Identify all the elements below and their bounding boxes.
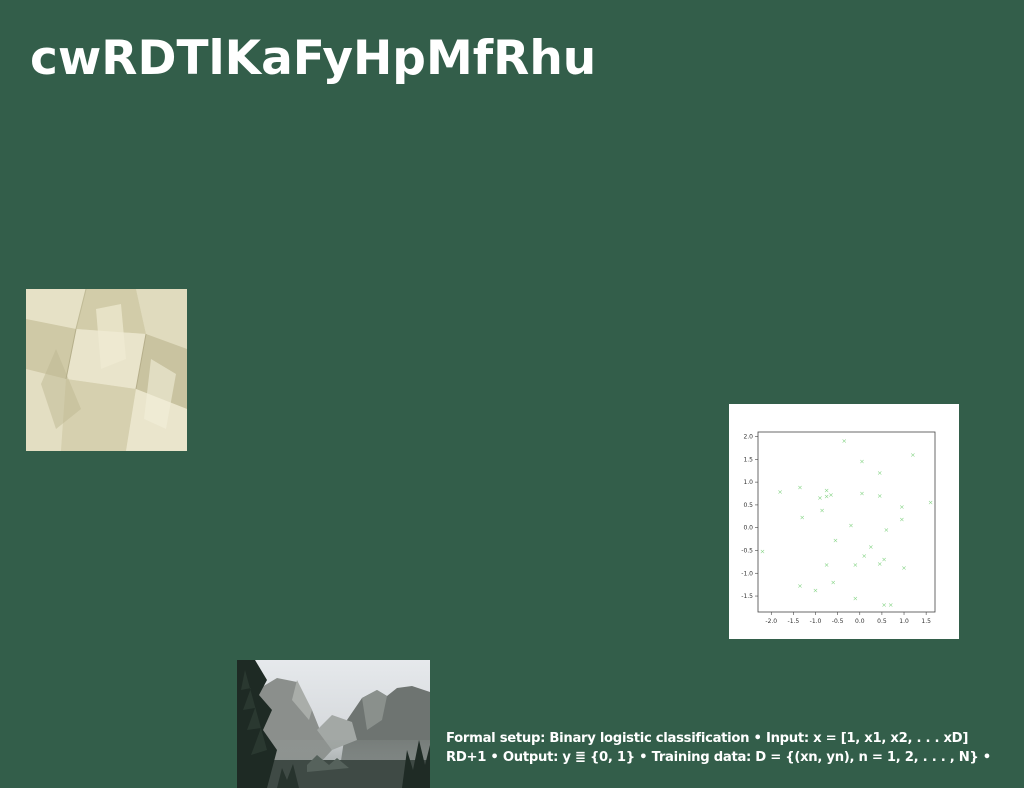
scatter-point: × <box>797 484 802 492</box>
x-tick-label: 0.5 <box>877 618 887 625</box>
y-tick-label: 2.0 <box>743 434 753 441</box>
scatter-point: × <box>881 556 886 564</box>
scatter-point: × <box>910 451 915 459</box>
y-tick-label: 1.0 <box>743 479 753 486</box>
scatter-point: × <box>813 587 818 595</box>
scatter-point: × <box>877 469 882 477</box>
y-tick-label: 0.0 <box>743 525 753 532</box>
plot-frame <box>757 431 936 613</box>
scatter-point: × <box>830 578 835 586</box>
scatter-plot: -2.0 -1.5 -1.0 -0.5 0.0 0.5 1.0 1.5 2.0 1.5 1.0 0.5… <box>741 431 936 625</box>
scatter-point: × <box>853 594 858 602</box>
scatter-point: × <box>800 514 805 522</box>
scatter-point: × <box>859 458 864 466</box>
valley-landscape-photo <box>237 660 430 788</box>
scatter-point: × <box>824 561 829 569</box>
scatter-point: × <box>901 564 906 572</box>
scatter-point: × <box>888 601 893 609</box>
x-tick-label: -0.5 <box>832 618 844 625</box>
y-tick-label: 1.5 <box>743 456 753 463</box>
x-tick-label: 1.5 <box>921 618 931 625</box>
x-tick-label: -1.5 <box>788 618 800 625</box>
scatter-point: × <box>877 492 882 500</box>
scatter-point: × <box>853 561 858 569</box>
folded-paper-image <box>26 289 187 451</box>
scatter-point: × <box>899 515 904 523</box>
scatter-point: × <box>928 499 933 507</box>
scatter-point: × <box>797 582 802 590</box>
scatter-point: × <box>848 521 853 529</box>
scatter-point: × <box>884 526 889 534</box>
scatter-point: × <box>833 536 838 544</box>
scatter-point: × <box>828 491 833 499</box>
scatter-point: × <box>868 543 873 551</box>
scatter-point: × <box>819 506 824 514</box>
scatter-point: × <box>777 488 782 496</box>
x-tick-label: -1.0 <box>810 618 822 625</box>
scatter-point: × <box>842 437 847 445</box>
scatter-point: × <box>881 601 886 609</box>
slide-title: cwRDTlKaFyHpMfRhu <box>30 31 597 86</box>
scatter-plot-image: -2.0 -1.5 -1.0 -0.5 0.0 0.5 1.0 1.5 2.0 1.5 1.0 0.5… <box>729 404 959 639</box>
scatter-point: × <box>877 560 882 568</box>
scatter-point: × <box>859 490 864 498</box>
x-tick-label: 0.0 <box>855 618 865 625</box>
scatter-point: × <box>817 494 822 502</box>
y-tick-label: 0.5 <box>743 502 753 509</box>
x-tick-label: -2.0 <box>765 618 777 625</box>
caption-line-2: RD+1 • Output: y ≣ {0, 1} • Training dat… <box>446 750 991 765</box>
y-tick-label: -1.0 <box>741 570 753 577</box>
scatter-point: × <box>861 552 866 560</box>
slide-caption: Formal setup: Binary logistic classifica… <box>446 729 1021 767</box>
y-tick-label: -0.5 <box>741 547 753 554</box>
scatter-point: × <box>760 547 765 555</box>
caption-line-1: Formal setup: Binary logistic classifica… <box>446 731 969 746</box>
scatter-point: × <box>824 493 829 501</box>
x-tick-label: 1.0 <box>899 618 909 625</box>
y-tick-label: -1.5 <box>741 593 753 600</box>
scatter-point: × <box>824 486 829 494</box>
scatter-point: × <box>899 503 904 511</box>
